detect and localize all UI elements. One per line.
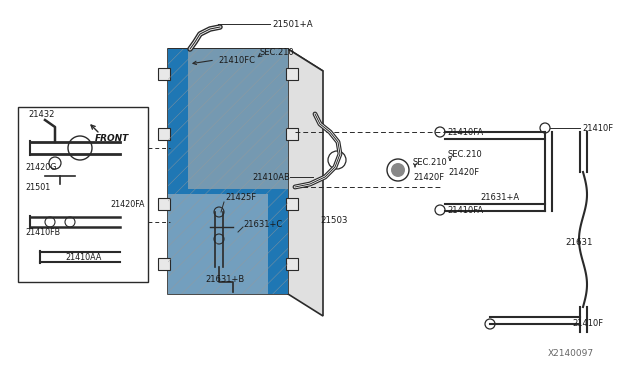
Polygon shape <box>168 49 323 71</box>
Circle shape <box>391 163 405 177</box>
Bar <box>286 128 298 140</box>
Bar <box>286 68 298 80</box>
Text: 21432: 21432 <box>28 109 54 119</box>
Text: SEC.210: SEC.210 <box>260 48 295 57</box>
Text: 21501: 21501 <box>25 183 51 192</box>
Bar <box>158 258 170 270</box>
Text: 21410FA: 21410FA <box>447 205 483 215</box>
Text: 21631+B: 21631+B <box>205 276 244 285</box>
Bar <box>286 258 298 270</box>
Text: 21420G: 21420G <box>25 163 56 171</box>
Text: 21420FA: 21420FA <box>110 199 145 208</box>
Text: SEC.210: SEC.210 <box>413 157 448 167</box>
Text: 21410F: 21410F <box>582 124 613 132</box>
Text: 21410FC: 21410FC <box>218 55 255 64</box>
Text: 21425F: 21425F <box>225 192 256 202</box>
Text: SEC.210: SEC.210 <box>448 150 483 158</box>
Polygon shape <box>288 49 323 316</box>
Text: 21503: 21503 <box>320 215 348 224</box>
Polygon shape <box>188 49 288 189</box>
Text: 21410FA: 21410FA <box>447 128 483 137</box>
Polygon shape <box>168 49 288 294</box>
Bar <box>158 128 170 140</box>
Text: 21410FB: 21410FB <box>25 228 60 237</box>
Polygon shape <box>168 194 268 294</box>
Text: 21410AB: 21410AB <box>252 173 290 182</box>
Bar <box>286 198 298 210</box>
Bar <box>158 68 170 80</box>
Bar <box>158 198 170 210</box>
Text: 21420F: 21420F <box>448 167 479 176</box>
Text: 21631+C: 21631+C <box>243 219 282 228</box>
Text: 21410AA: 21410AA <box>65 253 101 262</box>
Text: 21410F: 21410F <box>572 320 603 328</box>
Text: FRONT: FRONT <box>95 134 129 142</box>
Text: 21501+A: 21501+A <box>272 19 312 29</box>
Text: 21420F: 21420F <box>413 173 444 182</box>
Text: X2140097: X2140097 <box>548 350 594 359</box>
Bar <box>18 107 148 282</box>
Polygon shape <box>168 49 288 294</box>
Text: 21631: 21631 <box>565 237 593 247</box>
Text: 21631+A: 21631+A <box>480 192 519 202</box>
